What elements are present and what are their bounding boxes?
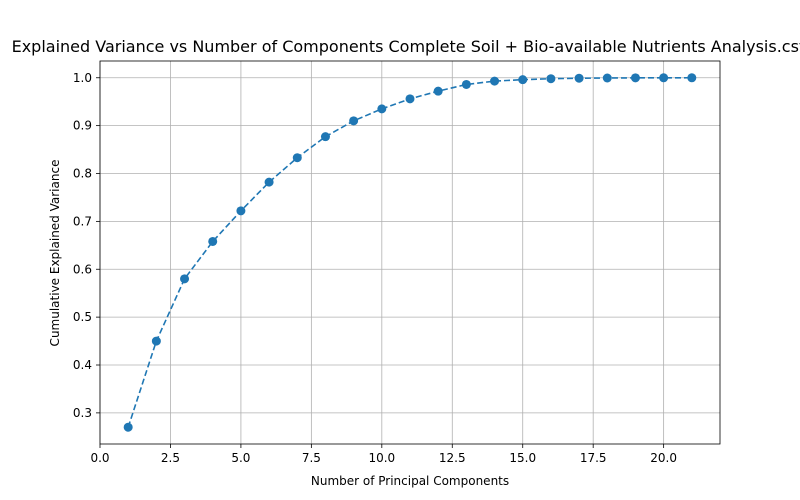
data-point: [518, 75, 528, 85]
x-tick-label: 0.0: [90, 451, 109, 465]
data-point: [687, 73, 697, 83]
x-tick-label: 7.5: [302, 451, 321, 465]
data-point: [349, 116, 359, 126]
data-point: [320, 132, 330, 142]
data-point: [236, 206, 246, 216]
data-point: [574, 73, 584, 83]
data-point: [264, 177, 274, 187]
x-tick-label: 17.5: [580, 451, 607, 465]
data-point: [490, 76, 500, 86]
y-tick-label: 0.8: [73, 167, 92, 181]
x-tick-label: 12.5: [439, 451, 466, 465]
series: [123, 73, 697, 432]
grid: [99, 61, 720, 444]
x-tick-label: 20.0: [650, 451, 677, 465]
data-point: [292, 153, 302, 163]
data-point: [659, 73, 669, 83]
data-point: [208, 236, 218, 246]
data-point: [151, 336, 161, 346]
data-point: [461, 79, 471, 89]
chart-title: Explained Variance vs Number of Componen…: [12, 37, 800, 56]
axes: [99, 60, 721, 445]
x-tick-label: 2.5: [161, 451, 180, 465]
ticks: 0.0 2.5 5.0 7.5 10.0 12.5 15.0 17.5 20.0 0.3 0.4 0.…: [73, 71, 677, 465]
plot-frame: [99, 60, 721, 445]
y-tick-label: 0.3: [73, 406, 92, 420]
data-point: [546, 74, 556, 84]
data-point: [405, 94, 415, 104]
data-point: [630, 73, 640, 83]
y-tick-label: 0.5: [73, 310, 92, 324]
data-point: [377, 104, 387, 114]
y-tick-label: 1.0: [73, 71, 92, 85]
y-axis-label: Cumulative Explained Variance: [48, 160, 62, 347]
y-tick-label: 0.4: [73, 358, 92, 372]
x-tick-label: 15.0: [509, 451, 536, 465]
x-axis-label: Number of Principal Components: [311, 474, 509, 488]
data-point: [602, 73, 612, 83]
y-tick-label: 0.6: [73, 262, 92, 276]
data-point: [433, 86, 443, 96]
data-point: [123, 422, 133, 432]
y-tick-label: 0.7: [73, 214, 92, 228]
x-tick-label: 5.0: [231, 451, 250, 465]
data-point: [180, 274, 190, 284]
y-tick-label: 0.9: [73, 119, 92, 133]
x-tick-label: 10.0: [368, 451, 395, 465]
